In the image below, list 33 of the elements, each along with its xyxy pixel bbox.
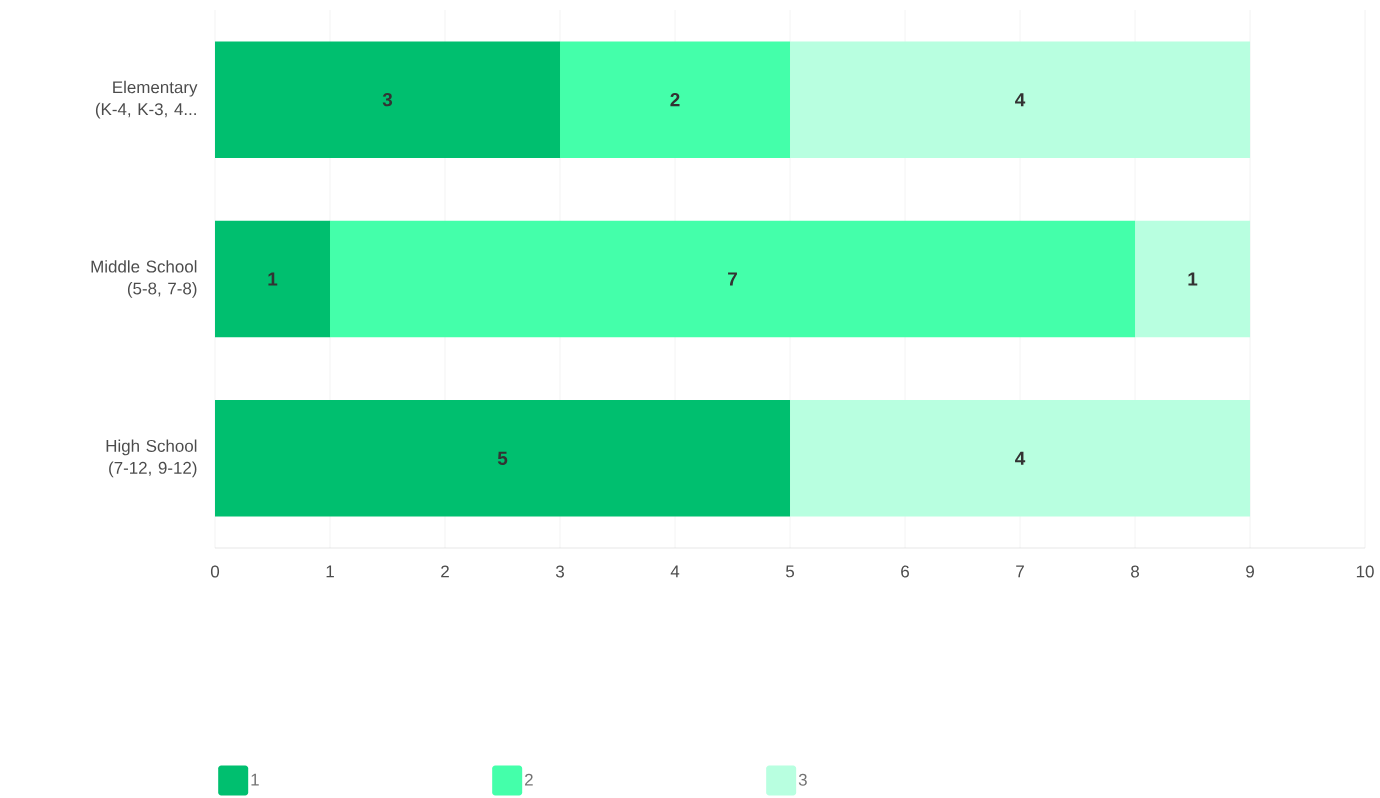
bar bbox=[215, 400, 791, 517]
bar bbox=[215, 41, 561, 158]
data-label: 7 bbox=[728, 272, 737, 286]
x-tick-label: 0 bbox=[210, 565, 220, 578]
legend-label: 3 bbox=[798, 773, 807, 786]
data-label: 3 bbox=[382, 92, 393, 107]
y-tick-label: High School (7-12, 9-12) bbox=[106, 439, 197, 478]
x-tick-label: 7 bbox=[1016, 565, 1024, 578]
x-tick-label: 3 bbox=[555, 565, 564, 578]
x-tick-label: 6 bbox=[901, 565, 909, 578]
bar bbox=[790, 41, 1251, 158]
y-tick-label: Middle School (5-8, 7-8) bbox=[91, 260, 197, 298]
legend-label: 1 bbox=[251, 773, 259, 786]
x-tick-label: 4 bbox=[670, 565, 680, 578]
bar bbox=[330, 220, 1136, 338]
data-label: 1 bbox=[1188, 272, 1198, 286]
data-label: 1 bbox=[268, 272, 278, 286]
x-tick-label: 10 bbox=[1356, 565, 1374, 578]
x-tick-label: 8 bbox=[1131, 565, 1140, 578]
bar bbox=[560, 41, 791, 158]
bar bbox=[1135, 220, 1251, 338]
legend-label: 2 bbox=[525, 773, 533, 786]
data-label: 4 bbox=[1015, 451, 1026, 465]
y-tick-label: Elementary (K-4, K-3, 4... bbox=[95, 80, 198, 119]
data-label: 2 bbox=[670, 93, 680, 107]
bar bbox=[215, 220, 331, 338]
bar bbox=[790, 400, 1251, 517]
x-tick-label: 2 bbox=[441, 565, 449, 578]
x-tick-label: 5 bbox=[785, 565, 795, 578]
data-label: 4 bbox=[1015, 93, 1026, 107]
x-tick-label: 9 bbox=[1246, 565, 1254, 578]
x-tick-label: 1 bbox=[326, 565, 334, 578]
data-label: 5 bbox=[497, 451, 508, 465]
